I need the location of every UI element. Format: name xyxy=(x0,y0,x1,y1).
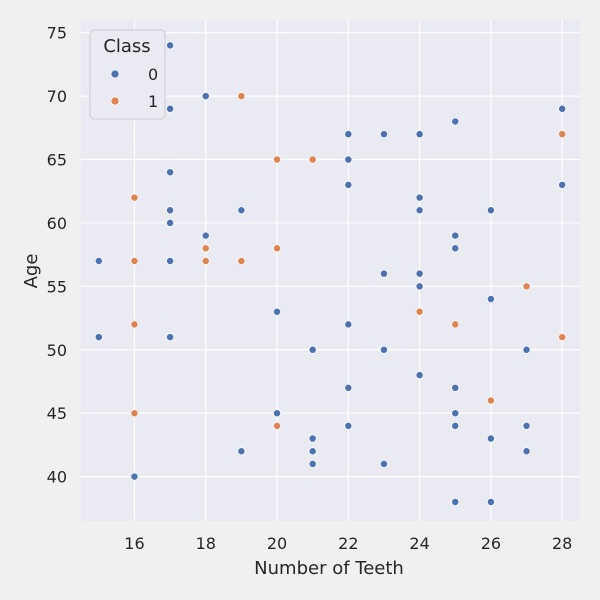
point-class-1 xyxy=(130,193,139,202)
point-class-1 xyxy=(273,421,281,430)
point-class-1 xyxy=(237,92,246,101)
x-tick-label: 18 xyxy=(196,534,216,553)
point-class-0 xyxy=(166,218,175,227)
legend-marker-0 xyxy=(110,69,120,79)
point-class-0 xyxy=(451,244,460,253)
x-tick-labels: 16 18 20 22 24 26 28 xyxy=(124,534,572,553)
point-class-0 xyxy=(558,104,567,113)
point-class-1 xyxy=(201,257,210,265)
point-class-0 xyxy=(344,421,353,430)
point-class-1 xyxy=(308,155,317,164)
point-class-0 xyxy=(415,371,424,380)
point-class-0 xyxy=(486,498,495,506)
point-class-0 xyxy=(273,409,281,418)
point-class-0 xyxy=(201,231,210,240)
point-class-0 xyxy=(522,345,531,354)
legend-label-1: 1 xyxy=(148,92,158,111)
y-tick-label: 50 xyxy=(47,341,67,360)
point-class-1 xyxy=(522,282,531,291)
y-tick-label: 55 xyxy=(47,277,67,296)
x-tick-label: 16 xyxy=(124,534,144,553)
point-class-0 xyxy=(486,295,495,303)
point-class-0 xyxy=(166,333,175,342)
point-class-0 xyxy=(308,459,317,468)
point-class-0 xyxy=(415,206,424,215)
point-class-1 xyxy=(486,396,495,405)
point-class-0 xyxy=(451,231,460,240)
y-tick-label: 45 xyxy=(47,404,67,423)
point-class-0 xyxy=(166,104,175,113)
point-class-0 xyxy=(166,168,175,177)
legend-box xyxy=(89,29,166,120)
data-points xyxy=(94,41,567,506)
point-class-1 xyxy=(273,155,281,164)
point-class-1 xyxy=(201,244,210,253)
point-class-1 xyxy=(415,307,424,316)
point-class-0 xyxy=(380,269,388,278)
point-class-0 xyxy=(451,421,460,430)
point-class-0 xyxy=(344,383,353,392)
point-class-1 xyxy=(273,244,281,253)
legend-title: Class xyxy=(103,36,150,57)
point-class-0 xyxy=(94,333,103,342)
point-class-0 xyxy=(308,345,317,354)
point-class-0 xyxy=(344,155,353,164)
point-class-0 xyxy=(166,41,175,50)
y-tick-label: 40 xyxy=(47,468,67,487)
point-class-0 xyxy=(237,447,246,456)
point-class-1 xyxy=(130,257,139,265)
point-class-0 xyxy=(308,447,317,456)
y-axis-label: Age xyxy=(21,254,42,289)
point-class-1 xyxy=(237,257,246,265)
x-tick-label: 24 xyxy=(409,534,429,553)
legend-marker-1 xyxy=(110,96,120,106)
x-axis-label: Number of Teeth xyxy=(254,558,404,579)
point-class-0 xyxy=(522,447,531,456)
grid-lines xyxy=(81,20,580,521)
point-class-0 xyxy=(308,434,317,443)
x-tick-label: 26 xyxy=(481,534,501,553)
point-class-0 xyxy=(344,180,353,189)
point-class-0 xyxy=(451,117,460,126)
x-tick-label: 22 xyxy=(338,534,358,553)
point-class-0 xyxy=(237,206,246,215)
point-class-0 xyxy=(344,320,353,329)
point-class-0 xyxy=(451,383,460,392)
y-tick-label: 60 xyxy=(47,214,67,233)
y-tick-labels: 40 45 50 55 60 65 70 75 xyxy=(47,24,67,487)
point-class-1 xyxy=(130,409,139,418)
x-tick-label: 20 xyxy=(267,534,287,553)
point-class-0 xyxy=(415,282,424,291)
y-tick-label: 75 xyxy=(47,24,67,43)
legend-label-0: 0 xyxy=(148,65,158,84)
x-tick-label: 28 xyxy=(552,534,572,553)
point-class-0 xyxy=(94,257,103,265)
point-class-0 xyxy=(201,92,210,101)
point-class-0 xyxy=(415,269,424,278)
legend: Class 0 1 xyxy=(89,29,166,120)
point-class-0 xyxy=(415,130,424,139)
point-class-0 xyxy=(451,409,460,418)
point-class-1 xyxy=(130,320,139,329)
point-class-0 xyxy=(380,345,388,354)
point-class-0 xyxy=(486,434,495,443)
point-class-0 xyxy=(130,472,139,481)
point-class-0 xyxy=(522,421,531,430)
point-class-0 xyxy=(451,498,460,506)
point-class-0 xyxy=(166,206,175,215)
point-class-0 xyxy=(166,257,175,265)
point-class-0 xyxy=(380,459,388,468)
point-class-1 xyxy=(558,333,567,342)
point-class-0 xyxy=(344,130,353,139)
y-tick-label: 65 xyxy=(47,151,67,170)
point-class-0 xyxy=(273,307,281,316)
point-class-0 xyxy=(415,193,424,202)
point-class-0 xyxy=(486,206,495,215)
y-tick-label: 70 xyxy=(47,87,67,106)
point-class-0 xyxy=(380,130,388,139)
point-class-1 xyxy=(451,320,460,329)
point-class-1 xyxy=(558,130,567,139)
point-class-0 xyxy=(558,180,567,189)
